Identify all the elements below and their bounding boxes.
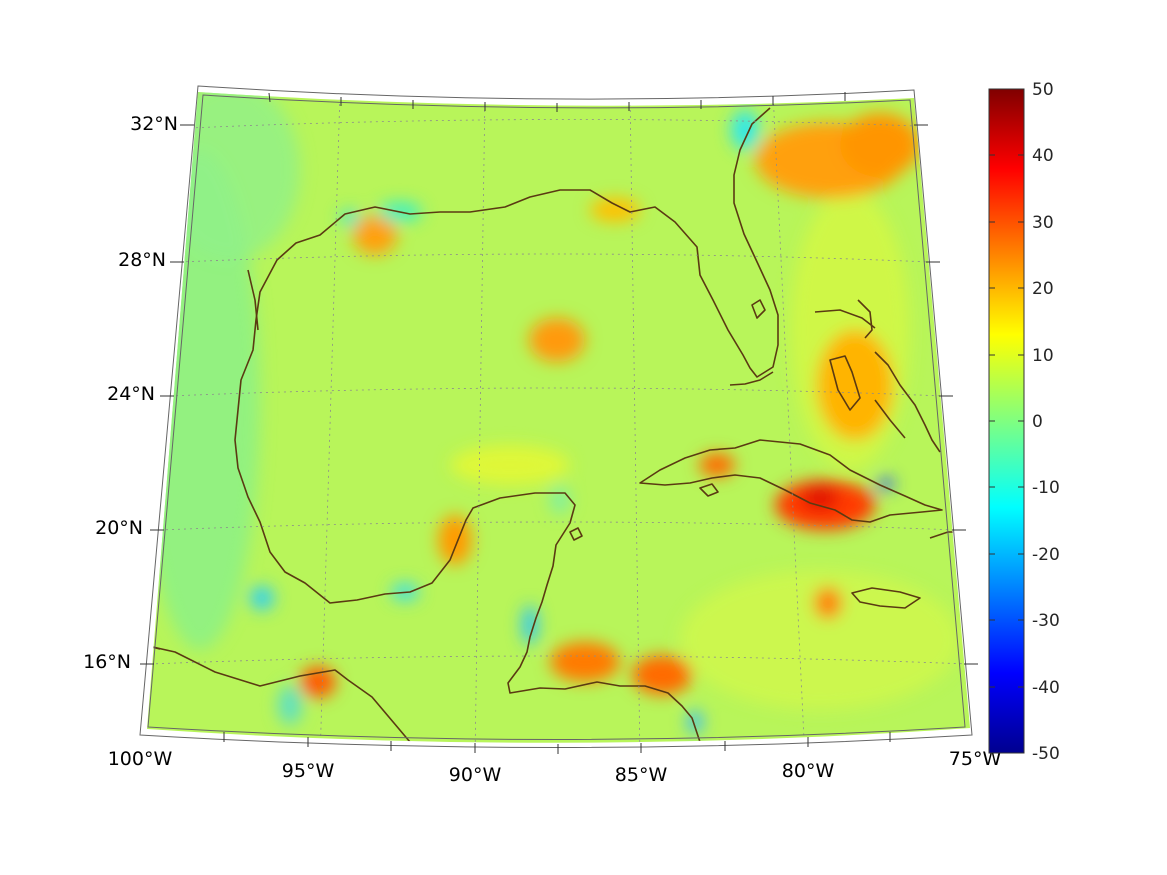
- abaco: [857, 299, 873, 339]
- colorbar: 50 40 30 20 10 0 -10 -20 -30 -40 -50: [988, 80, 1060, 764]
- bahamas-east: [874, 351, 941, 453]
- heatmap-field: [147, 92, 970, 743]
- gridline-lat-20: [159, 521, 957, 531]
- colorbar-label-neg50: -50: [1032, 744, 1060, 764]
- anomaly-east-texas: [353, 215, 397, 255]
- latitude-labels: 32°N 28°N 24°N 20°N 16°N: [83, 113, 178, 673]
- lake-okeechobee: [751, 299, 766, 319]
- graticule: [149, 92, 969, 743]
- anomaly-central-gulf: [529, 318, 585, 362]
- anomaly-north-texas: [160, 92, 300, 260]
- colorbar-label-20: 20: [1032, 279, 1054, 299]
- colorbar-label-neg40: -40: [1032, 678, 1060, 698]
- colorbar-label-neg30: -30: [1032, 611, 1060, 631]
- colorbar-label-50: 50: [1032, 80, 1054, 100]
- grand-bahama: [814, 309, 876, 329]
- isla-juventud: [699, 483, 719, 497]
- lat-label-20: 20°N: [95, 517, 143, 539]
- anomaly-bahamas: [817, 330, 893, 440]
- colorbar-label-neg20: -20: [1032, 545, 1060, 565]
- anomaly-bay-islands: [687, 710, 703, 734]
- lat-label-24: 24°N: [107, 383, 155, 405]
- colorbar-label-0: 0: [1032, 412, 1043, 432]
- anomaly-gulf-honduras: [550, 642, 620, 682]
- anomaly-atlantic-east: [840, 113, 920, 177]
- lat-label-32: 32°N: [130, 113, 178, 135]
- frame-ticks: [140, 92, 978, 754]
- lon-label-90: 90°W: [449, 764, 502, 786]
- colorbar-label-30: 30: [1032, 213, 1054, 233]
- anomaly-sw-mexico: [278, 685, 302, 725]
- frame-outer: [139, 85, 973, 748]
- jamaica: [851, 587, 921, 609]
- anomaly-jacksonville: [731, 110, 759, 150]
- gulf-coast-mainland: [147, 107, 779, 743]
- lon-label-100: 100°W: [108, 748, 173, 770]
- yucatan-island: [569, 527, 583, 541]
- andros: [829, 355, 861, 411]
- florida-keys: [729, 371, 774, 386]
- colorbar-ticks: [989, 154, 1024, 688]
- lon-label-85: 85°W: [615, 764, 668, 786]
- gridline-lat-32: [189, 119, 917, 129]
- lon-label-95: 95°W: [282, 760, 335, 782]
- lat-label-28: 28°N: [118, 249, 166, 271]
- coastlines: [147, 107, 968, 743]
- map-frame: [139, 85, 978, 754]
- gridline-lat-28: [179, 253, 931, 263]
- anomaly-yucatan-east: [550, 486, 570, 514]
- exuma: [874, 399, 906, 439]
- anomaly-eastern-cuba: [878, 478, 894, 490]
- frame-inner: [147, 94, 966, 740]
- colorbar-label-10: 10: [1032, 346, 1054, 366]
- anomaly-caribbean: [680, 570, 960, 710]
- anomaly-yucatan-north: [450, 445, 570, 485]
- anomaly-cayman: [814, 587, 842, 619]
- lat-label-16: 16°N: [83, 651, 131, 673]
- anomaly-north-honduras: [632, 655, 692, 695]
- colorbar-label-neg10: -10: [1032, 478, 1060, 498]
- lon-label-80: 80°W: [782, 760, 835, 782]
- lon-label-75: 75°W: [949, 748, 1002, 770]
- cuba: [639, 439, 943, 523]
- laguna-madre: [247, 269, 259, 331]
- colorbar-label-40: 40: [1032, 146, 1054, 166]
- anomaly-florida-panhandle: [590, 198, 640, 222]
- anomaly-western-cuba: [699, 453, 735, 477]
- longitude-labels: 100°W 95°W 90°W 85°W 80°W 75°W: [108, 748, 1002, 786]
- gridline-lat-16: [149, 655, 969, 665]
- anomaly-veracruz: [250, 586, 274, 610]
- anomaly-belize: [522, 605, 538, 645]
